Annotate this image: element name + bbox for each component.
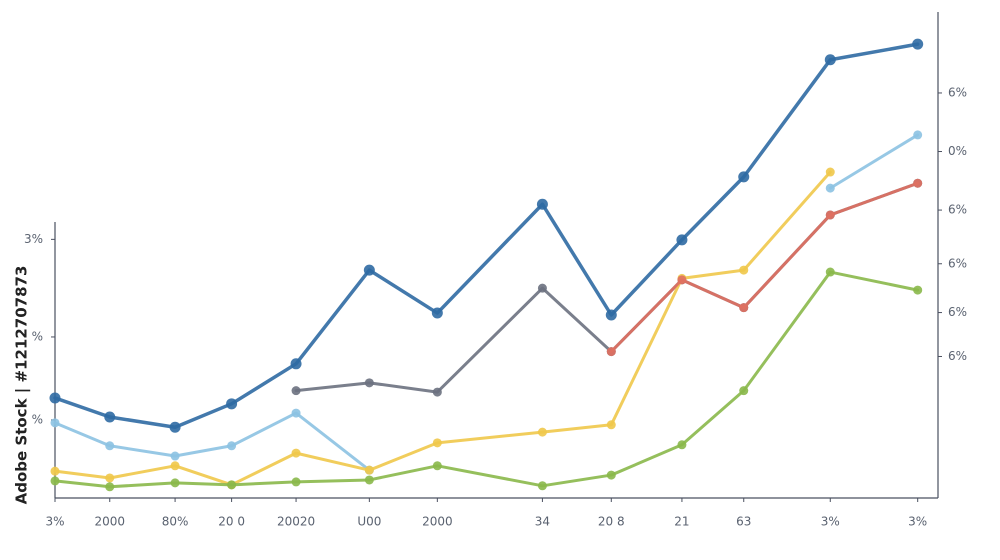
watermark: Adobe Stock | #1212707873 <box>13 266 32 505</box>
y-tick-label: % <box>32 329 43 343</box>
series-line <box>53 133 920 472</box>
series-point <box>364 475 374 485</box>
y2-tick-label: 6% <box>948 349 967 363</box>
series-point <box>50 466 60 476</box>
x-tick-label: 34 <box>535 515 550 529</box>
series-point <box>606 347 616 357</box>
y-tick-label: 3% <box>24 232 43 246</box>
series-point <box>606 470 616 480</box>
series-point <box>677 440 687 450</box>
series-point <box>432 387 442 397</box>
series-point <box>104 411 116 423</box>
series-point <box>824 54 836 66</box>
series-point <box>536 198 548 210</box>
series-line <box>294 181 920 394</box>
series-point <box>431 307 443 319</box>
series-point <box>432 461 442 471</box>
series-point <box>825 167 835 177</box>
x-tick-label: 21 <box>674 515 689 529</box>
series-point <box>363 264 375 276</box>
series-point <box>537 427 547 437</box>
y2-tick-label: 6% <box>948 305 967 319</box>
series-point <box>291 448 301 458</box>
x-tick-label: 20020 <box>277 515 315 529</box>
x-tick-label: 20 0 <box>218 515 245 529</box>
series-point <box>170 478 180 488</box>
series-point <box>825 267 835 277</box>
series-point <box>170 461 180 471</box>
y2-tick-label: 6% <box>948 203 967 217</box>
series-point <box>364 465 374 475</box>
series-point <box>913 130 923 140</box>
x-tick-label: 2000 <box>94 515 125 529</box>
series-point <box>169 421 181 433</box>
x-tick-label: U00 <box>357 515 381 529</box>
x-tick-label: 20 8 <box>598 515 625 529</box>
series-point <box>739 303 749 313</box>
series-point <box>291 477 301 487</box>
series-point <box>537 481 547 491</box>
series-point <box>227 441 237 451</box>
series-point <box>227 480 237 490</box>
series-point <box>291 386 301 396</box>
series-point <box>364 378 374 388</box>
series-point <box>913 178 923 188</box>
series-line <box>53 170 832 487</box>
series-point <box>105 473 115 483</box>
x-tick-label: 2000 <box>422 515 453 529</box>
series-point <box>50 418 60 428</box>
series-point <box>49 392 61 404</box>
series-point <box>677 275 687 285</box>
x-tick-label: 3% <box>908 515 927 529</box>
x-tick-label: 3% <box>45 515 64 529</box>
series-point <box>676 234 688 246</box>
series-point <box>291 408 301 418</box>
y-tick-label: % <box>32 412 43 426</box>
y2-tick-label: 6% <box>948 256 967 270</box>
y2-tick-label: 0% <box>948 144 967 158</box>
x-tick-label: 80% <box>162 515 189 529</box>
series-point <box>432 438 442 448</box>
series-point <box>913 285 923 295</box>
series-point <box>739 386 749 396</box>
series-point <box>606 420 616 430</box>
x-tick-label: 63 <box>736 515 751 529</box>
x-tick-label: 3% <box>821 515 840 529</box>
series-point <box>825 210 835 220</box>
series-point <box>226 398 238 410</box>
series-point <box>105 441 115 451</box>
series-point <box>290 358 302 370</box>
series-point <box>105 482 115 492</box>
series-point <box>50 476 60 486</box>
series-line <box>53 42 920 429</box>
y2-tick-label: 6% <box>948 85 967 99</box>
series-point <box>739 265 749 275</box>
series-point <box>825 183 835 193</box>
series-point <box>537 283 547 293</box>
series-point <box>738 171 750 183</box>
series-point <box>605 309 617 321</box>
series-point <box>912 38 924 50</box>
series-point <box>170 451 180 461</box>
